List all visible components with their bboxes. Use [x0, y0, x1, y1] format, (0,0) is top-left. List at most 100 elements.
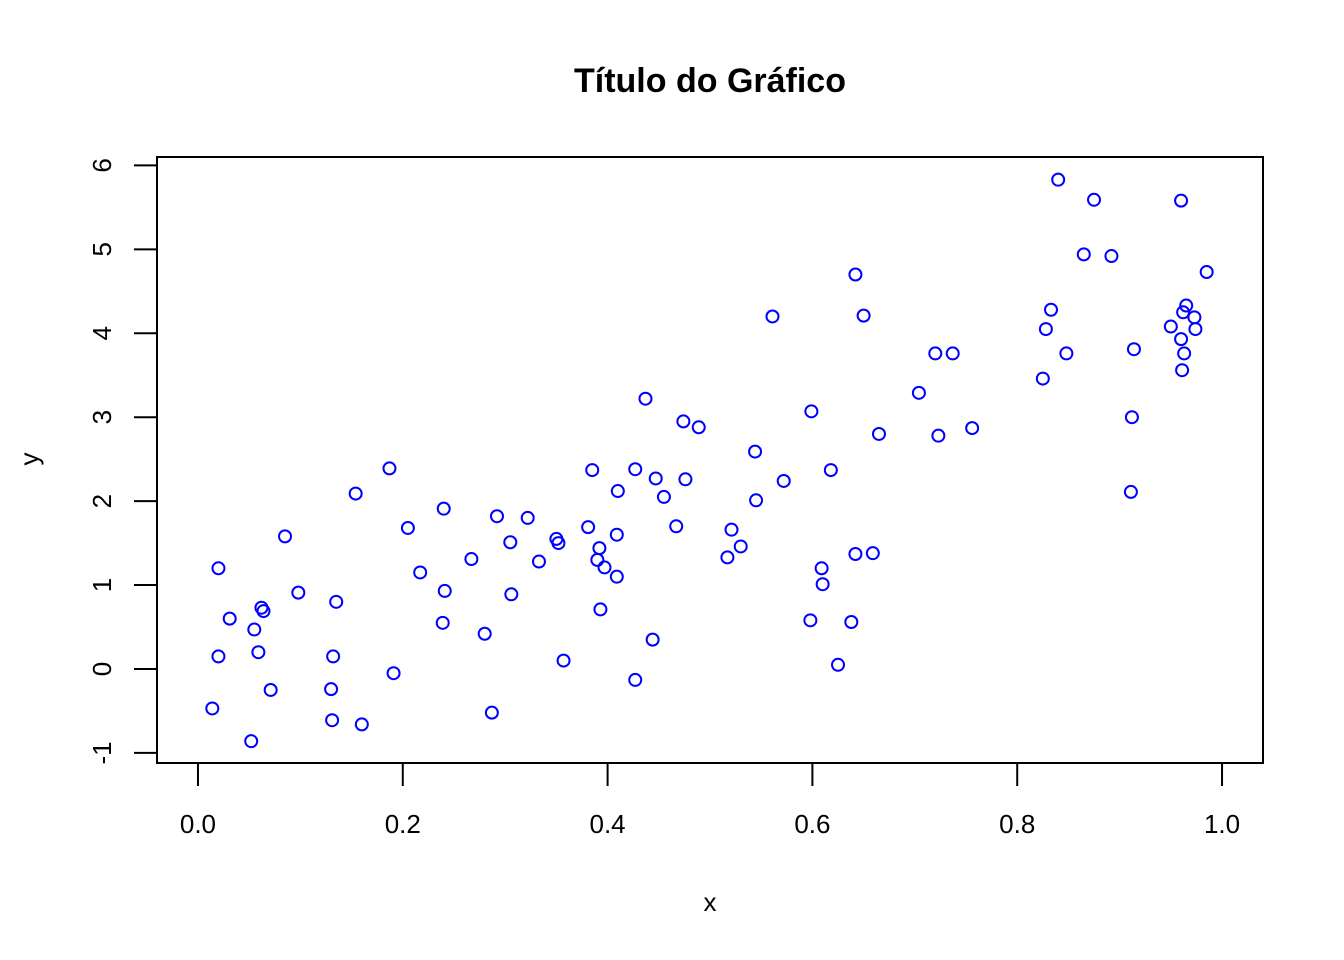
data-point [609, 527, 624, 542]
data-point [354, 717, 369, 732]
y-tick-label: 1 [87, 578, 117, 592]
data-point [648, 471, 663, 486]
data-point [1076, 247, 1091, 262]
data-point [1174, 332, 1189, 347]
data-point [669, 519, 684, 534]
data-point [848, 267, 863, 282]
x-tick-label: 1.0 [1204, 809, 1240, 839]
data-point [749, 493, 764, 508]
data-point [865, 546, 880, 561]
data-point [556, 653, 571, 668]
data-point [263, 682, 278, 697]
plot-frame [156, 156, 1264, 764]
data-point [464, 552, 479, 567]
y-tick-label: 2 [87, 494, 117, 508]
data-point [325, 713, 340, 728]
data-point [205, 701, 220, 716]
x-tick-label: 0.2 [385, 809, 421, 839]
data-point [1038, 322, 1053, 337]
data-point [504, 587, 519, 602]
data-point [724, 522, 739, 537]
data-point [676, 414, 691, 429]
data-point [348, 486, 363, 501]
x-tick-label: 0.6 [794, 809, 830, 839]
data-point [1174, 193, 1189, 208]
data-point [638, 391, 653, 406]
y-tick-label: 5 [87, 242, 117, 256]
data-point [437, 583, 452, 598]
y-axis: -1 0 1 2 3 4 5 6 [87, 158, 158, 764]
data-point [400, 520, 415, 535]
data-point [581, 520, 596, 535]
data-point [1179, 298, 1194, 313]
data-point [222, 611, 237, 626]
x-tick-label: 0.0 [180, 809, 216, 839]
y-tick-label: -1 [87, 741, 117, 764]
data-point [911, 385, 926, 400]
data-point [720, 550, 735, 565]
x-axis: 0.0 0.2 0.4 0.6 0.8 1.0 [180, 762, 1240, 839]
data-point [1188, 322, 1203, 337]
data-point [597, 560, 612, 575]
data-point [656, 489, 671, 504]
y-axis-title: y [14, 453, 44, 466]
data-point [610, 484, 625, 499]
data-point [256, 604, 271, 619]
chart-title: Título do Gráfico [574, 62, 846, 100]
data-point [551, 536, 566, 551]
data-point [733, 539, 748, 554]
data-point [965, 421, 980, 436]
data-point [592, 541, 607, 556]
data-point [1175, 363, 1190, 378]
data-point [590, 552, 605, 567]
data-point [477, 626, 492, 641]
data-point [247, 622, 262, 637]
x-tick-label: 0.8 [999, 809, 1035, 839]
data-point [776, 473, 791, 488]
data-point [678, 472, 693, 487]
data-point [382, 461, 397, 476]
data-point [928, 346, 943, 361]
x-tick-label: 0.4 [590, 809, 626, 839]
data-point [484, 705, 499, 720]
y-tick-label: 0 [87, 662, 117, 676]
data-point [856, 308, 871, 323]
data-point [609, 569, 624, 584]
data-point [765, 309, 780, 324]
data-point [815, 577, 830, 592]
data-point [645, 632, 660, 647]
data-point [1177, 346, 1192, 361]
data-point [435, 615, 450, 630]
data-point [803, 613, 818, 628]
y-tick-label: 6 [87, 158, 117, 172]
data-point [244, 734, 259, 749]
data-point [1035, 371, 1050, 386]
data-point [489, 509, 504, 524]
data-point [386, 666, 401, 681]
data-point [1124, 410, 1139, 425]
data-point [844, 614, 859, 629]
x-axis-title: x [704, 887, 717, 917]
data-point [804, 404, 819, 419]
data-point [945, 346, 960, 361]
data-point [1176, 305, 1191, 320]
data-point [1126, 342, 1141, 357]
data-point [291, 585, 306, 600]
data-point [1059, 346, 1074, 361]
data-point [278, 529, 293, 544]
data-point [251, 645, 266, 660]
data-point [831, 657, 846, 672]
data-point [1187, 310, 1202, 325]
data-point [1087, 192, 1102, 207]
data-point [628, 462, 643, 477]
data-point [871, 426, 886, 441]
data-point [814, 561, 829, 576]
data-points [205, 172, 1214, 749]
data-point [503, 535, 518, 550]
data-point [748, 444, 763, 459]
data-point [585, 463, 600, 478]
y-tick-label: 4 [87, 326, 117, 340]
data-point [848, 547, 863, 562]
